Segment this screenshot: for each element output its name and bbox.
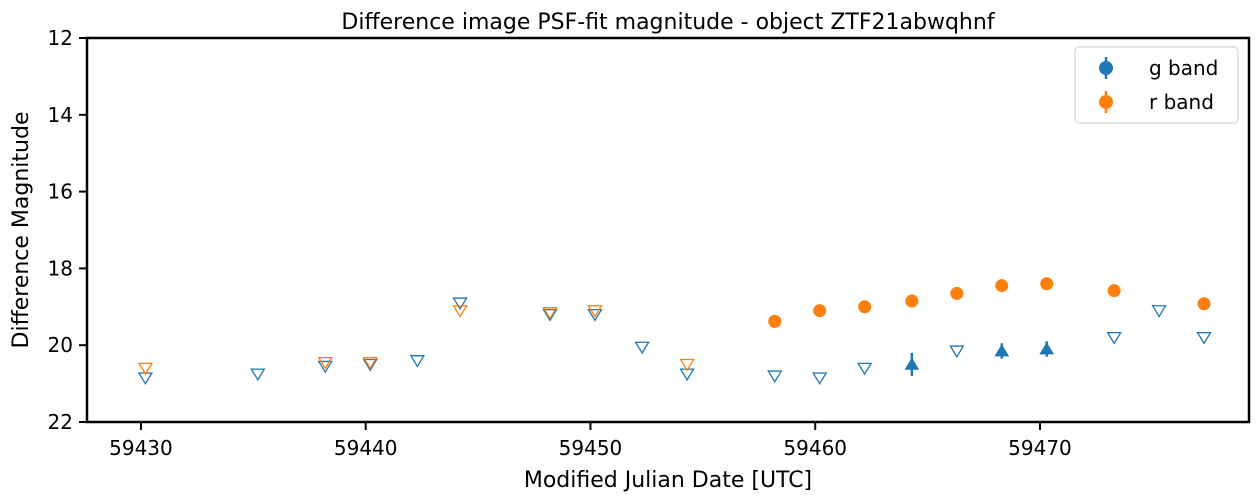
g-upper-limit-marker bbox=[950, 346, 963, 357]
g-upper-limit-marker bbox=[636, 342, 649, 353]
r-upper-limit-marker bbox=[588, 306, 601, 317]
y-tick-label: 22 bbox=[48, 410, 73, 434]
g-detection-marker bbox=[905, 359, 918, 370]
r-detection-marker bbox=[1040, 277, 1053, 290]
r-detection-marker bbox=[768, 315, 781, 328]
legend-g-marker bbox=[1099, 61, 1113, 75]
x-tick-label: 59440 bbox=[334, 436, 398, 460]
x-tick-label: 59450 bbox=[559, 436, 623, 460]
legend: g band r band bbox=[1075, 47, 1238, 123]
y-tick-label: 12 bbox=[48, 26, 73, 50]
g-upper-limit-marker bbox=[1108, 333, 1121, 344]
g-upper-limit-marker bbox=[411, 356, 424, 367]
g-upper-limit-marker bbox=[251, 369, 264, 380]
g-upper-limit-marker bbox=[454, 298, 467, 309]
g-upper-limit-marker bbox=[1153, 306, 1166, 317]
g-detection-marker bbox=[1040, 343, 1053, 354]
r-detection-marker bbox=[858, 300, 871, 313]
g-upper-limit-marker bbox=[319, 361, 332, 372]
y-tick-label: 16 bbox=[48, 180, 73, 204]
g-upper-limit-marker bbox=[1198, 333, 1211, 344]
tick-layer: 59430 59440 59450 59460 59470 12 14 16 18 20 22 bbox=[48, 26, 1072, 460]
y-tick-label: 20 bbox=[48, 333, 73, 357]
r-upper-limit-marker bbox=[454, 306, 467, 317]
legend-g-label: g band bbox=[1149, 56, 1218, 80]
r-upper-limit-marker bbox=[319, 358, 332, 369]
y-axis-label: Difference Magnitude bbox=[9, 112, 34, 349]
chart-title: Difference image PSF-fit magnitude - obj… bbox=[341, 10, 995, 35]
g-upper-limit-marker bbox=[813, 373, 826, 384]
x-tick-label: 59430 bbox=[109, 436, 173, 460]
x-axis-label: Modified Julian Date [UTC] bbox=[524, 468, 812, 493]
r-detection-marker bbox=[813, 304, 826, 317]
g-upper-limit-marker bbox=[768, 371, 781, 382]
x-tick-label: 59460 bbox=[783, 436, 847, 460]
legend-r-label: r band bbox=[1149, 90, 1214, 114]
y-tick-label: 18 bbox=[48, 256, 73, 280]
g-detection-marker bbox=[995, 345, 1008, 356]
r-detection-marker bbox=[905, 295, 918, 308]
legend-r-marker bbox=[1099, 95, 1113, 109]
r-detection-marker bbox=[1198, 297, 1211, 310]
r-detection-marker bbox=[950, 287, 963, 300]
x-tick-label: 59470 bbox=[1008, 436, 1072, 460]
r-detection-marker bbox=[1108, 284, 1121, 297]
r-detection-marker bbox=[995, 279, 1008, 292]
y-tick-label: 14 bbox=[48, 103, 73, 127]
g-upper-limit-marker bbox=[858, 363, 871, 374]
g-upper-limit-marker bbox=[588, 310, 601, 321]
data-marks-layer bbox=[139, 277, 1211, 383]
